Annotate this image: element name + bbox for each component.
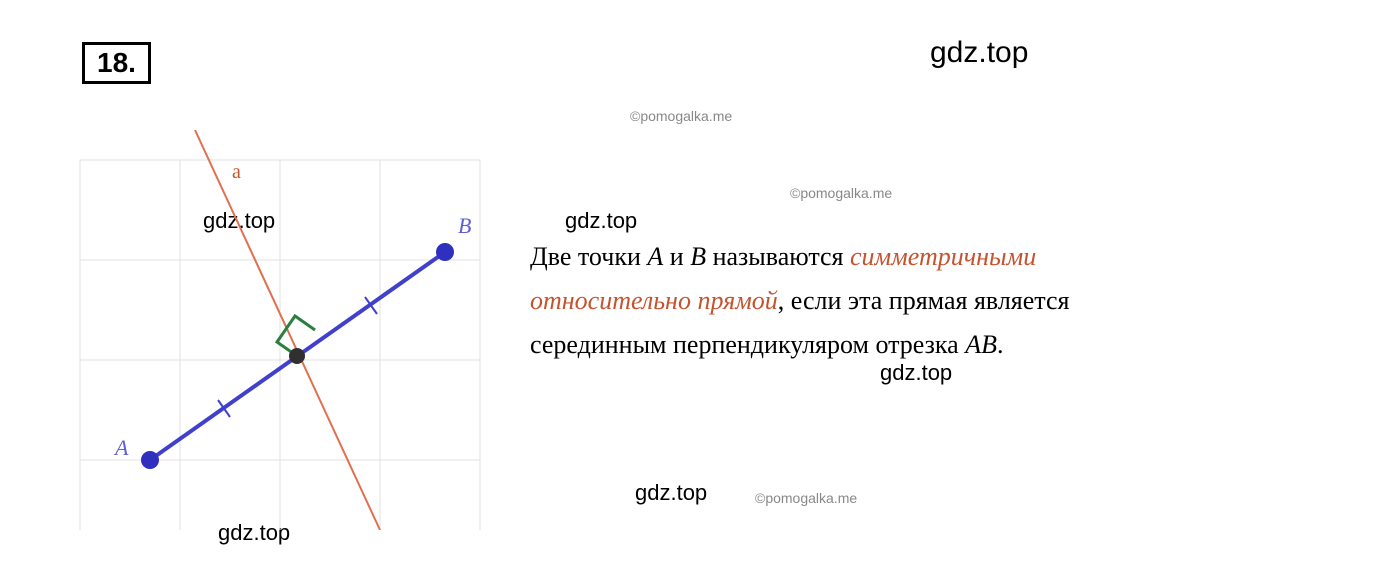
label-a-line: a <box>232 161 241 183</box>
var-a: A <box>647 242 663 271</box>
var-ab: AB <box>965 330 997 359</box>
watermark-pomogalka-mid: ©pomogalka.me <box>790 185 892 201</box>
text-part3: называются <box>706 242 850 271</box>
text-part5: серединным перпендикуляром отрезка <box>530 330 965 359</box>
watermark-gdz-top-right: gdz.top <box>930 36 1028 70</box>
text-part1: Две точки <box>530 242 647 271</box>
point-b <box>436 243 454 261</box>
text-part2: и <box>663 242 690 271</box>
label-point-b: B <box>458 213 471 238</box>
highlighted-1: симметричными <box>850 242 1036 271</box>
text-part4: , если эта прямая является <box>778 286 1070 315</box>
watermark-pomogalka-bottom: ©pomogalka.me <box>755 490 857 506</box>
problem-number: 18. <box>82 42 151 84</box>
watermark-gdz-text-above: gdz.top <box>565 208 637 234</box>
intersection-point <box>289 348 305 364</box>
highlighted-2: относительно прямой <box>530 286 778 315</box>
label-point-a: A <box>113 435 129 460</box>
watermark-gdz-bottom-center: gdz.top <box>635 480 707 506</box>
definition-text: Две точки A и B называются симметричными… <box>530 235 1350 368</box>
geometry-diagram: a A B <box>70 130 490 530</box>
text-period: . <box>997 330 1004 359</box>
line-a <box>195 130 380 530</box>
watermark-pomogalka-top: ©pomogalka.me <box>630 108 732 124</box>
var-b: B <box>690 242 706 271</box>
point-a <box>141 451 159 469</box>
